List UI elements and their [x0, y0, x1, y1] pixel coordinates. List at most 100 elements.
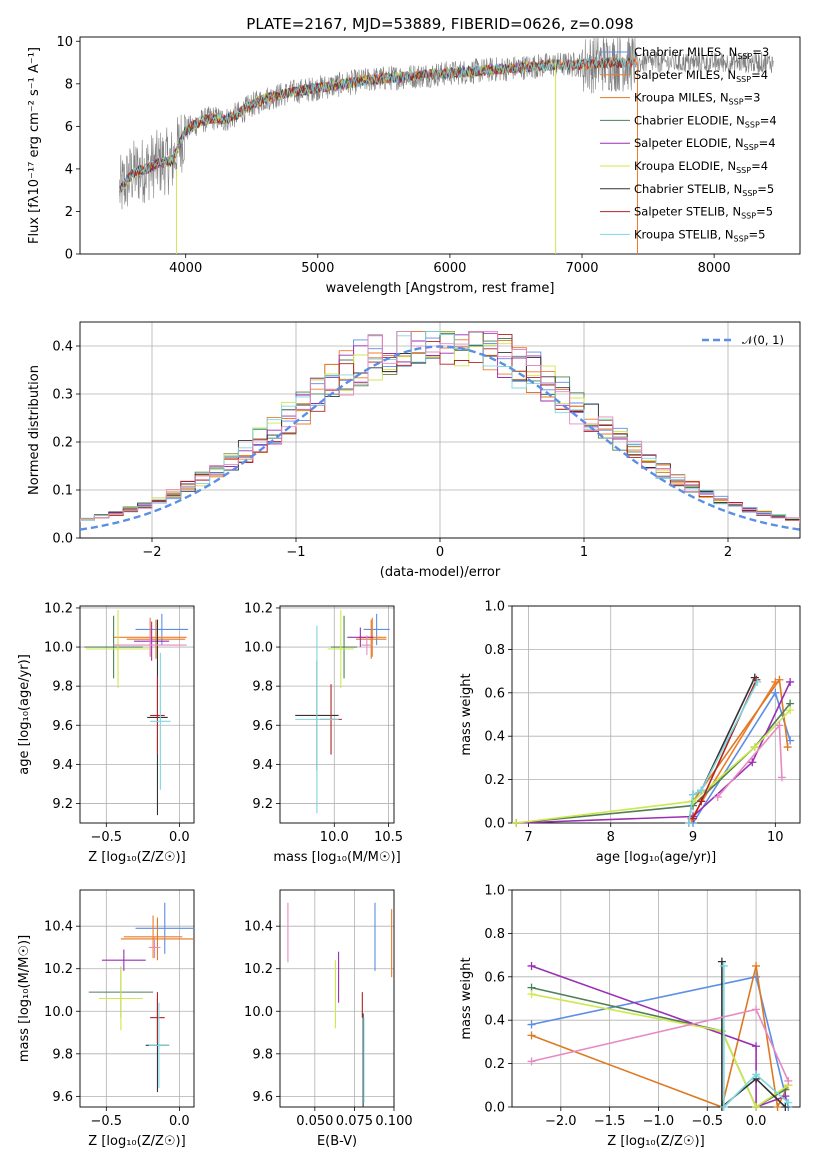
residuals-ytick-label: 0.2 — [52, 436, 73, 451]
figure-title: PLATE=2167, MJD=53889, FIBERID=0626, z=0… — [246, 15, 633, 33]
weight_vs_age-xtick-label: 7 — [524, 830, 532, 845]
series-kroupa-miles-marker — [775, 675, 784, 684]
series-kroupa-elodie-line — [516, 709, 791, 824]
residuals-frame — [79, 321, 801, 539]
age_vs_Z-ylabel: age [log₁₀(age/yr)] — [17, 654, 32, 775]
weight_vs_Z-ylabel: mass weight — [459, 957, 474, 1039]
legend-entry: Salpeter STELIB, NSSP=5 — [634, 205, 773, 221]
age_vs_mass-ytick-label: 9.6 — [252, 719, 273, 734]
series-kroupa-stelib-line — [688, 681, 758, 824]
series-kroupa-stelib-line — [723, 966, 789, 1109]
weight_vs_Z-xtick-label: −2.0 — [545, 1114, 577, 1129]
weight_vs_age-frame — [511, 605, 801, 824]
legend-entry: Chabrier ELODIE, NSSP=4 — [634, 113, 777, 129]
residuals-xtick-label: −1 — [286, 545, 305, 560]
age_vs_Z-ytick-label: 9.6 — [52, 719, 73, 734]
weight_vs_Z-xtick-label: 0.0 — [746, 1114, 767, 1129]
spectrum-xlabel: wavelength [Angstrom, rest frame] — [326, 281, 555, 296]
weight_vs_Z-ytick-label: 0.4 — [484, 1014, 505, 1029]
age_vs_mass-ytick-label: 10.0 — [244, 641, 273, 656]
spectrum-ytick-label: 4 — [65, 162, 73, 177]
spectrum-xtick-label: 7000 — [565, 261, 598, 276]
series-pink-marker — [713, 792, 722, 801]
mass_vs_Z-ytick-label: 9.8 — [52, 1047, 73, 1062]
residual-hist-pink — [80, 331, 800, 522]
weight_vs_age-xtick-label: 8 — [607, 830, 615, 845]
mass_vs_EBV-frame — [279, 889, 395, 1108]
weight_vs_Z-xlabel: Z [log₁₀(Z/Z☉)] — [607, 1134, 704, 1149]
series-kroupa-stelib-marker — [753, 677, 762, 686]
mass_vs_Z-xtick-label: −0.5 — [91, 1114, 123, 1129]
weight_vs_Z-frame — [511, 889, 801, 1108]
spectrum-xtick-label: 8000 — [698, 261, 731, 276]
spectrum-xtick-label: 6000 — [433, 261, 466, 276]
age_vs_Z-ytick-label: 9.4 — [52, 758, 73, 773]
age_vs_mass-ytick-label: 9.8 — [252, 680, 273, 695]
series-salpeter-elodie-marker — [781, 1092, 790, 1101]
series-pink-marker — [527, 1057, 536, 1066]
age_vs_mass-frame — [279, 605, 395, 824]
series-salpeter-elodie-marker — [786, 677, 795, 686]
series-kroupa-stelib-marker — [719, 1103, 728, 1111]
series-chabrier-miles-marker — [771, 688, 780, 697]
normal-curve-line — [80, 345, 800, 531]
residuals-axes: −2 −1 0 1 2 0.0 0.1 0.2 0.3 0.4 (data-model)/error… — [27, 321, 801, 580]
age_vs_Z-ytick-label: 10.2 — [44, 601, 73, 616]
mass_vs_Z-ytick-label: 10.0 — [44, 1005, 73, 1020]
series-chabrier-stelib-marker — [717, 957, 726, 966]
age_vs_mass-axes: 10.0 10.5 9.2 9.4 9.6 9.8 10.0 10.2 mass [log₁₀(… — [244, 601, 403, 865]
series-salpeter-stelib-marker — [697, 797, 706, 806]
spectrum-ytick-label: 0 — [65, 248, 73, 263]
residuals-xtick-label: 1 — [580, 545, 588, 560]
age_vs_mass-xtick-label: 10.0 — [320, 830, 349, 845]
mass_vs_Z-ytick-label: 9.6 — [52, 1090, 73, 1105]
mass_vs_EBV-xtick-label: 0.075 — [336, 1114, 373, 1129]
weight_vs_age-ytick-label: 0.8 — [484, 643, 505, 658]
spectrum-axes: 4000 5000 6000 7000 8000 0 2 4 6 8 10 wavelength [A… — [27, 35, 801, 296]
series-pink-marker — [775, 721, 784, 730]
series-pink-marker — [784, 1076, 793, 1085]
weight_vs_age-axes: 7 8 9 10 0.0 0.2 0.4 0.6 0.8 1.0 age [log₁₀(age/yr… — [459, 600, 801, 865]
series-kroupa-miles-line — [692, 677, 789, 802]
weight_vs_age-ytick-label: 1.0 — [484, 600, 505, 615]
age_vs_Z-xlabel: Z [log₁₀(Z/Z☉)] — [88, 850, 185, 865]
weight_vs_age-ytick-label: 0.2 — [484, 773, 505, 788]
series-kroupa-miles-marker — [752, 961, 761, 970]
residuals-xlabel: (data-model)/error — [380, 565, 501, 580]
spectrum-xtick-label: 4000 — [169, 261, 202, 276]
series-chabrier-stelib-line — [721, 961, 786, 1109]
age_vs_Z-axes: −0.5 0.0 9.2 9.4 9.6 9.8 10.0 10.2 Z [log₁₀(Z/Z☉… — [17, 601, 195, 865]
weight_vs_age-xtick-label: 9 — [689, 830, 697, 845]
model-spectrum-kroupa-stelib — [119, 56, 635, 195]
mass_vs_Z-xlabel: Z [log₁₀(Z/Z☉)] — [88, 1134, 185, 1149]
series-kroupa-elodie-line — [531, 993, 789, 1109]
series-kroupa-miles-marker — [527, 1031, 536, 1040]
legend-entry: Kroupa ELODIE, NSSP=4 — [634, 159, 768, 175]
series-chabrier-stelib-marker — [781, 1103, 790, 1111]
spectrum-legend: Chabrier MILES, NSSP=3 Salpeter MILES, NS… — [600, 45, 777, 243]
age_vs_mass-xlabel: mass [log₁₀(M/M☉)] — [273, 850, 400, 865]
series-salpeter-elodie-marker — [748, 758, 757, 767]
age_vs_mass-ytick-label: 9.2 — [252, 797, 273, 812]
residuals-ytick-label: 0.4 — [52, 340, 73, 355]
age_vs_Z-xtick-label: 0.0 — [169, 830, 190, 845]
mass_vs_EBV-ytick-label: 10.2 — [244, 962, 273, 977]
weight_vs_Z-ytick-label: 0.8 — [484, 927, 505, 942]
mass_vs_EBV-xtick-label: 0.100 — [375, 1114, 412, 1129]
weight_vs_Z-xtick-label: −0.5 — [691, 1114, 723, 1129]
residuals-ytick-label: 0.1 — [52, 484, 73, 499]
weight_vs_Z-axes: −2.0 −1.5 −1.0 −0.5 0.0 0.0 0.2 0.4 0.6 0.8 1.0 Z [… — [459, 884, 801, 1149]
weight_vs_age-ytick-label: 0.0 — [484, 817, 505, 832]
age_vs_mass-ytick-label: 10.2 — [244, 601, 273, 616]
series-kroupa-stelib-marker — [689, 790, 698, 799]
spectrum-xtick-label: 5000 — [301, 261, 334, 276]
weight_vs_age-ytick-label: 0.4 — [484, 730, 505, 745]
series-chabrier-elodie-line — [516, 703, 791, 824]
mass_vs_EBV-ytick-label: 10.0 — [244, 1005, 273, 1020]
age_vs_Z-frame — [79, 605, 195, 824]
weight_vs_Z-ytick-label: 0.6 — [484, 970, 505, 985]
legend-entry: Chabrier MILES, NSSP=3 — [634, 45, 769, 61]
residuals-plot-area — [80, 331, 800, 531]
weight_vs_age-ytick-label: 0.6 — [484, 686, 505, 701]
